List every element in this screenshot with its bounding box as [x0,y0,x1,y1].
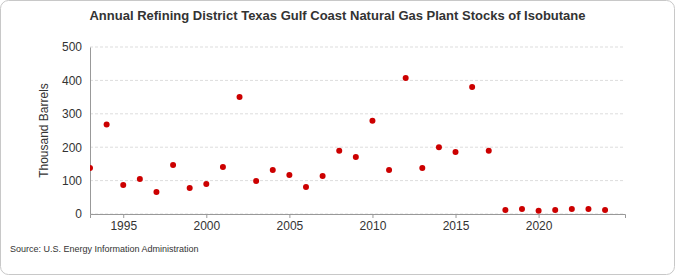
point [137,176,143,182]
x-tick-mark [456,214,457,218]
point [303,184,309,190]
point [286,172,292,178]
x-axis: 1995 2000 2005 2010 2015 2020 [91,214,626,233]
point [237,94,243,100]
point [419,165,425,171]
x-tick-mark [372,214,373,218]
grid-line [90,80,625,81]
point [386,167,392,173]
point [585,206,591,212]
grid-line [90,47,625,48]
x-tick-label: 2005 [277,219,304,233]
y-tick: 300 [62,107,90,121]
x-tick: 2000 [193,214,220,233]
x-tick: 1995 [110,214,137,233]
x-tick-mark [539,214,540,218]
grid-line [90,113,625,114]
x-axis-line [91,215,626,219]
x-tick-mark [206,214,207,218]
point [536,208,542,214]
point [569,206,575,212]
y-tick: 200 [62,141,90,155]
y-tick: 100 [62,174,90,188]
grid-line [90,180,625,181]
y-tick-label: 200 [62,141,82,155]
point [104,121,110,127]
y-tick-label: 300 [62,107,82,121]
x-tick: 2020 [526,214,553,233]
x-tick: 2015 [443,214,470,233]
point [552,207,558,213]
point [270,167,276,173]
y-tick: 0 [75,207,90,221]
point [187,185,193,191]
y-axis-title: Thousand Barrels [37,83,51,178]
y-tick: 500 [62,40,90,54]
point [519,206,525,212]
x-tick-label: 2020 [526,219,553,233]
point [469,84,475,90]
frame [1,1,675,275]
grid-line [90,147,625,148]
x-tick: 2010 [360,214,387,233]
point [602,207,608,213]
x-tick: 2005 [277,214,304,233]
point [203,181,209,187]
x-tick-label: 2010 [360,219,387,233]
point [336,148,342,154]
title: Annual Refining District Texas Gulf Coas… [89,8,585,23]
y-axis: 0 100 200 300 400 500 [62,40,91,221]
point [170,162,176,168]
point [90,165,93,171]
point [453,149,459,155]
point [486,148,492,154]
x-tick-mark [123,214,124,218]
x-tick-label: 1995 [110,219,137,233]
chart: 0 100 200 300 400 500 1995 2000 2005 2010 2015 2020… [0,0,675,275]
point [220,164,226,170]
point [320,173,326,179]
point [353,154,359,160]
y-tick-label: 500 [62,40,82,54]
point [253,178,259,184]
x-tick-mark [289,214,290,218]
grid [90,47,625,214]
x-tick-label: 2000 [193,219,220,233]
y-tick-label: 100 [62,174,82,188]
points [90,75,608,214]
y-tick: 400 [62,74,90,88]
point [403,75,409,81]
x-tick-label: 2015 [443,219,470,233]
point [502,207,508,213]
y-tick-label: 0 [75,207,82,221]
y-tick-label: 400 [62,74,82,88]
point [153,189,159,195]
point [120,182,126,188]
point [369,118,375,124]
source: Source: U.S. Energy Information Administ… [10,244,199,254]
point [436,144,442,150]
y-axis-line [90,48,91,215]
